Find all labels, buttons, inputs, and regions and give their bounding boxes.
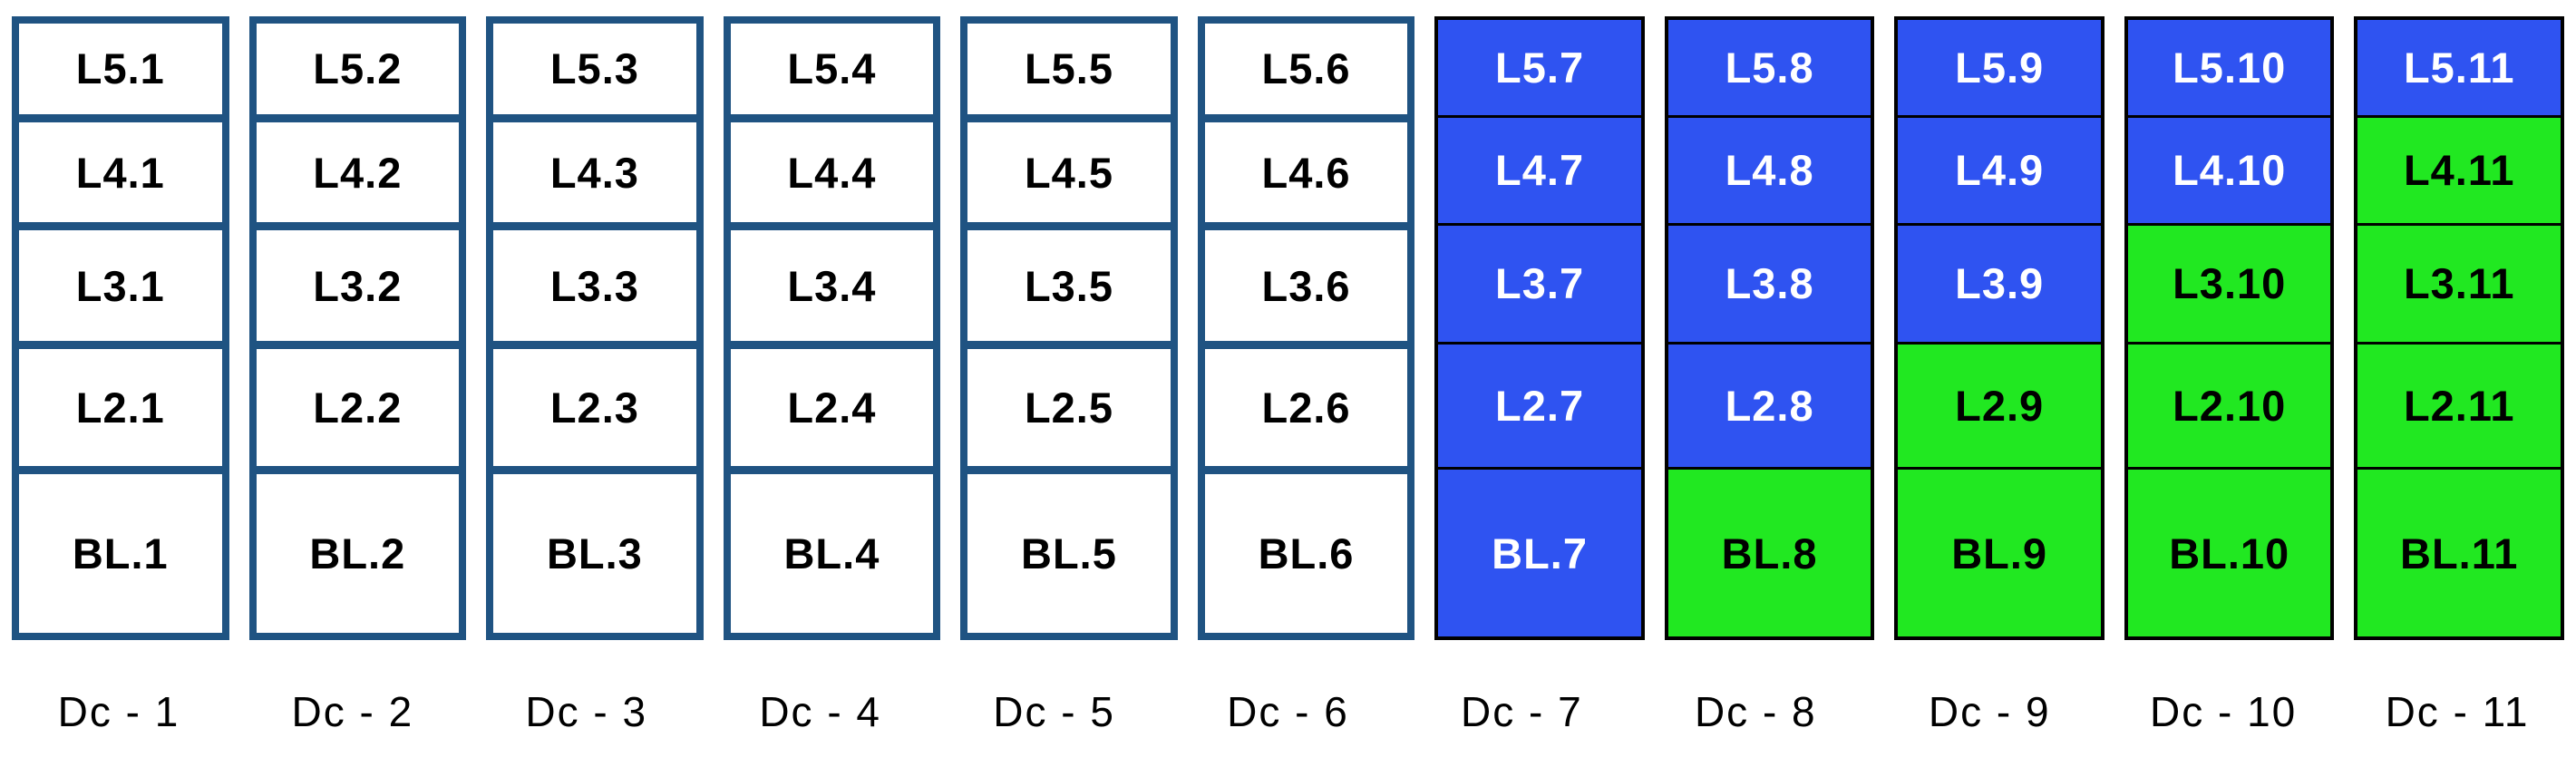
cell-l4-3: L4.3 xyxy=(493,113,696,223)
cell-l5-1: L5.1 xyxy=(19,24,222,114)
cell-l4-6: L4.6 xyxy=(1204,113,1408,223)
cell-l4-2: L4.2 xyxy=(256,113,460,223)
column-label-dc-8: Dc - 8 xyxy=(1694,688,1817,735)
column-label-dc-3: Dc - 3 xyxy=(525,688,648,735)
column-label-dc-9: Dc - 9 xyxy=(1928,688,2051,735)
cell-l4-1: L4.1 xyxy=(19,113,222,223)
cell-l3-11: L3.11 xyxy=(2357,222,2561,343)
cell-l3-10: L3.10 xyxy=(2127,222,2331,343)
cell-l5-2: L5.2 xyxy=(256,24,460,114)
cell-l5-7: L5.7 xyxy=(1438,20,1641,116)
cell-bl-5: BL.5 xyxy=(967,466,1171,634)
cell-l5-4: L5.4 xyxy=(730,24,934,114)
cell-l2-9: L2.9 xyxy=(1898,342,2101,468)
cell-l5-3: L5.3 xyxy=(493,24,696,114)
cell-l3-8: L3.8 xyxy=(1667,222,1871,343)
cell-l5-10: L5.10 xyxy=(2127,20,2331,116)
column-label-dc-6: Dc - 6 xyxy=(1227,688,1349,735)
cell-l3-4: L3.4 xyxy=(730,222,934,342)
cell-l3-2: L3.2 xyxy=(256,222,460,342)
cell-l4-5: L4.5 xyxy=(967,113,1171,223)
cell-l3-1: L3.1 xyxy=(19,222,222,342)
cell-bl-4: BL.4 xyxy=(730,466,934,634)
column-label-dc-11: Dc - 11 xyxy=(2385,688,2530,735)
cell-l2-8: L2.8 xyxy=(1667,342,1871,468)
cell-l5-8: L5.8 xyxy=(1667,20,1871,116)
cell-l2-7: L2.7 xyxy=(1438,342,1641,468)
column-dc-11: L5.11 L4.11 L3.11 L2.11 BL.11 xyxy=(2354,16,2565,640)
column-dc-3: L5.3 L4.3 L3.3 L2.3 BL.3 xyxy=(486,16,704,640)
column-label-dc-4: Dc - 4 xyxy=(759,688,882,735)
column-dc-2: L5.2 L4.2 L3.2 L2.2 BL.2 xyxy=(248,16,467,640)
cell-bl-1: BL.1 xyxy=(19,466,222,634)
cell-bl-9: BL.9 xyxy=(1898,467,2101,636)
cell-l3-5: L3.5 xyxy=(967,222,1171,342)
cell-l4-10: L4.10 xyxy=(2127,115,2331,223)
cell-l2-1: L2.1 xyxy=(19,341,222,467)
column-dc-10: L5.10 L4.10 L3.10 L2.10 BL.10 xyxy=(2124,16,2335,640)
cell-l2-11: L2.11 xyxy=(2357,342,2561,468)
cell-bl-8: BL.8 xyxy=(1667,467,1871,636)
column-dc-5: L5.5 L4.5 L3.5 L2.5 BL.5 xyxy=(960,16,1178,640)
cell-bl-11: BL.11 xyxy=(2357,467,2561,636)
column-labels: Dc - 1 Dc - 2 Dc - 3 Dc - 4 Dc - 5 Dc - 6 Dc -… xyxy=(0,687,2576,736)
column-dc-8: L5.8 L4.8 L3.8 L2.8 BL.8 xyxy=(1664,16,1875,640)
column-label-dc-10: Dc - 10 xyxy=(2149,688,2298,735)
cell-bl-10: BL.10 xyxy=(2127,467,2331,636)
cell-bl-7: BL.7 xyxy=(1438,467,1641,636)
cell-l3-6: L3.6 xyxy=(1204,222,1408,342)
cell-l5-11: L5.11 xyxy=(2357,20,2561,116)
column-dc-1: L5.1 L4.1 L3.1 L2.1 BL.1 xyxy=(12,16,229,640)
cell-bl-6: BL.6 xyxy=(1204,466,1408,634)
cell-l4-8: L4.8 xyxy=(1667,115,1871,223)
cell-l4-11: L4.11 xyxy=(2357,115,2561,223)
cell-l2-4: L2.4 xyxy=(730,341,934,467)
cell-bl-3: BL.3 xyxy=(493,466,696,634)
column-label-dc-1: Dc - 1 xyxy=(57,688,180,735)
column-label-dc-2: Dc - 2 xyxy=(291,688,414,735)
column-grid: L5.1 L4.1 L3.1 L2.1 BL.1 L5.2 L4.2 L3.2 L2.2 BL.2… xyxy=(12,16,2565,640)
cell-l5-5: L5.5 xyxy=(967,24,1171,114)
cell-l4-4: L4.4 xyxy=(730,113,934,223)
column-dc-7: L5.7 L4.7 L3.7 L2.7 BL.7 xyxy=(1434,16,1645,640)
cell-l2-10: L2.10 xyxy=(2127,342,2331,468)
cell-l2-3: L2.3 xyxy=(493,341,696,467)
cell-l5-6: L5.6 xyxy=(1204,24,1408,114)
column-label-dc-7: Dc - 7 xyxy=(1461,688,1583,735)
cell-l3-3: L3.3 xyxy=(493,222,696,342)
cell-l5-9: L5.9 xyxy=(1898,20,2101,116)
column-dc-9: L5.9 L4.9 L3.9 L2.9 BL.9 xyxy=(1894,16,2105,640)
cell-l3-9: L3.9 xyxy=(1898,222,2101,343)
column-dc-4: L5.4 L4.4 L3.4 L2.4 BL.4 xyxy=(723,16,941,640)
cell-l4-7: L4.7 xyxy=(1438,115,1641,223)
column-label-dc-5: Dc - 5 xyxy=(993,688,1115,735)
column-dc-6: L5.6 L4.6 L3.6 L2.6 BL.6 xyxy=(1197,16,1415,640)
cell-l2-2: L2.2 xyxy=(256,341,460,467)
cell-l2-5: L2.5 xyxy=(967,341,1171,467)
cell-bl-2: BL.2 xyxy=(256,466,460,634)
cell-l2-6: L2.6 xyxy=(1204,341,1408,467)
cell-l4-9: L4.9 xyxy=(1898,115,2101,223)
cell-l3-7: L3.7 xyxy=(1438,222,1641,343)
